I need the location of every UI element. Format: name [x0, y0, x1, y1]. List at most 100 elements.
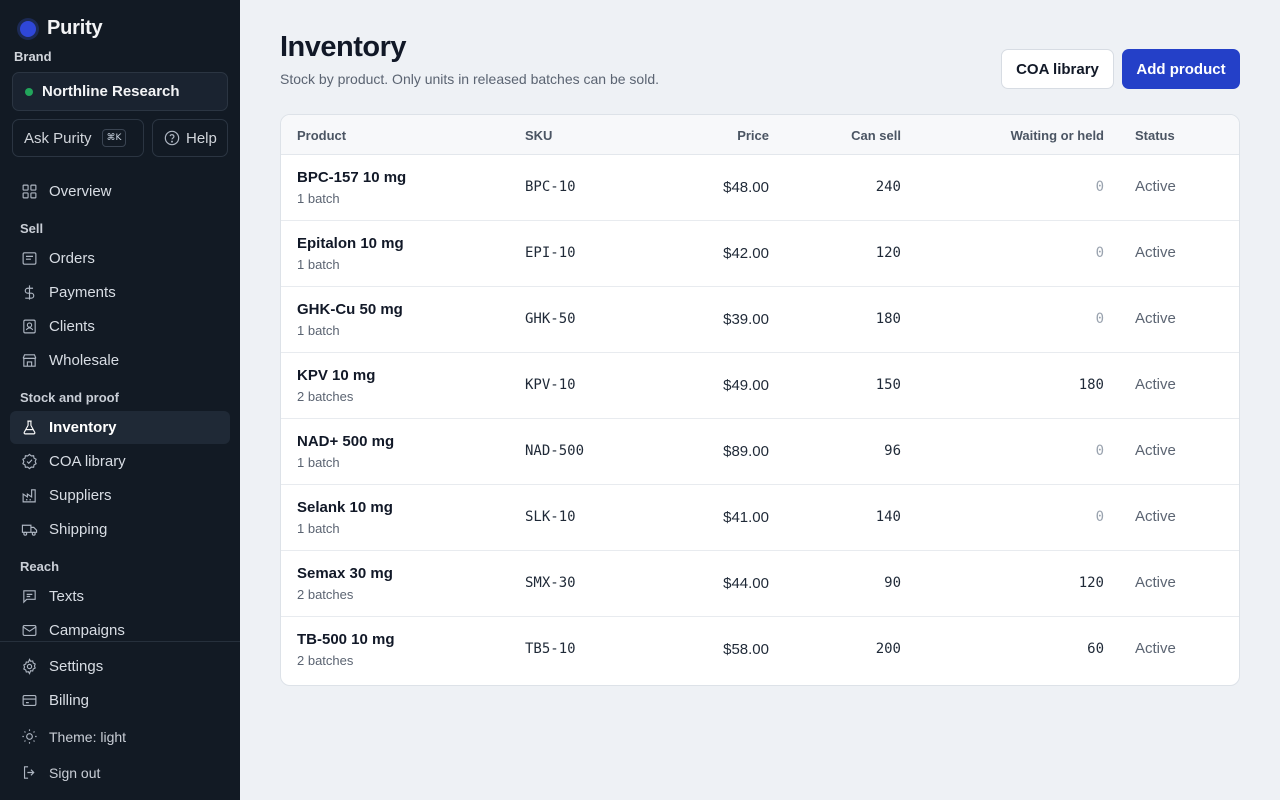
brand-name: Northline Research — [42, 83, 180, 100]
sku-value: BPC-10 — [525, 179, 576, 195]
nav-campaigns[interactable]: Campaigns — [10, 614, 230, 647]
batch-count: 2 batches — [297, 587, 354, 602]
sku-value: EPI-10 — [525, 245, 576, 261]
status-badge: Active — [1135, 574, 1176, 591]
status-badge: Active — [1135, 442, 1176, 459]
logo-mark-icon — [20, 20, 36, 37]
sign-out-label: Sign out — [49, 764, 101, 781]
nav-suppliers[interactable]: Suppliers — [10, 479, 230, 512]
table-row[interactable]: KPV 10 mg 2 batches KPV-10 $49.00 150 18… — [281, 353, 1239, 419]
held-value: 60 — [1087, 641, 1104, 657]
status-badge: Active — [1135, 178, 1176, 195]
nav-orders[interactable]: Orders — [10, 242, 230, 275]
sign-out-button[interactable]: Sign out — [10, 756, 230, 789]
help-circle-icon — [164, 130, 180, 146]
table-row[interactable]: BPC-157 10 mg 1 batch BPC-10 $48.00 240 … — [281, 155, 1239, 221]
product-name: Semax 30 mg — [297, 565, 393, 582]
nav-billing[interactable]: Billing — [10, 684, 230, 717]
nav-shipping[interactable]: Shipping — [10, 513, 230, 546]
coa-library-button[interactable]: COA library — [1001, 49, 1114, 89]
table-row[interactable]: TB-500 10 mg 2 batches TB5-10 $58.00 200… — [281, 617, 1239, 683]
brand-label: Brand — [14, 49, 52, 64]
ask-purity-button[interactable]: Ask Purity ⌘K — [12, 119, 144, 157]
table-row[interactable]: Semax 30 mg 2 batches SMX-30 $44.00 90 1… — [281, 551, 1239, 617]
theme-toggle[interactable]: Theme: light — [10, 720, 230, 753]
page-title: Inventory — [280, 31, 407, 63]
column-header-sku[interactable]: SKU — [525, 128, 553, 143]
table-header: Product SKU Price Can sell Waiting or he… — [281, 115, 1239, 155]
column-header-status[interactable]: Status — [1135, 128, 1175, 143]
product-name: Epitalon 10 mg — [297, 235, 404, 252]
help-label: Help — [186, 129, 217, 147]
price-value: $49.00 — [723, 377, 769, 394]
batch-count: 1 batch — [297, 455, 340, 470]
log-out-icon — [20, 764, 38, 782]
app-logo[interactable]: Purity — [20, 17, 103, 40]
nav-inventory-label: Inventory — [49, 419, 117, 436]
batch-count: 1 batch — [297, 521, 340, 536]
can-sell-value: 150 — [875, 377, 901, 393]
batch-count: 1 batch — [297, 191, 340, 206]
column-header-can-sell[interactable]: Can sell — [851, 128, 901, 143]
sku-value: KPV-10 — [525, 377, 576, 393]
held-value: 120 — [1078, 575, 1104, 591]
nav-settings[interactable]: Settings — [10, 650, 230, 683]
credit-card-icon — [20, 692, 38, 710]
page-subtitle: Stock by product. Only units in released… — [280, 71, 659, 87]
nav-overview[interactable]: Overview — [10, 175, 230, 208]
column-header-waiting-held[interactable]: Waiting or held — [1010, 128, 1104, 143]
price-value: $89.00 — [723, 443, 769, 460]
help-button[interactable]: Help — [152, 119, 228, 157]
ask-purity-label: Ask Purity — [24, 129, 92, 147]
can-sell-value: 120 — [875, 245, 901, 261]
nav-overview-label: Overview — [49, 183, 112, 200]
nav-orders-label: Orders — [49, 250, 95, 267]
contact-card-icon — [20, 318, 38, 336]
held-value: 0 — [1095, 311, 1104, 327]
add-product-button[interactable]: Add product — [1122, 49, 1240, 89]
column-header-product[interactable]: Product — [297, 128, 347, 143]
nav-inventory[interactable]: Inventory — [10, 411, 230, 444]
table-row[interactable]: Selank 10 mg 1 batch SLK-10 $41.00 140 0… — [281, 485, 1239, 551]
product-name: KPV 10 mg — [297, 367, 376, 384]
nav-billing-label: Billing — [49, 692, 90, 709]
held-value: 180 — [1078, 377, 1104, 393]
sun-icon — [20, 728, 38, 746]
store-icon — [20, 352, 38, 370]
nav-texts[interactable]: Texts — [10, 580, 230, 613]
held-value: 0 — [1095, 245, 1104, 261]
product-name: BPC-157 10 mg — [297, 169, 407, 186]
table-row[interactable]: Epitalon 10 mg 1 batch EPI-10 $42.00 120… — [281, 221, 1239, 287]
batch-count: 2 batches — [297, 653, 354, 668]
brand-selector[interactable]: Northline Research — [12, 72, 228, 111]
sku-value: TB5-10 — [525, 641, 576, 657]
can-sell-value: 200 — [875, 641, 901, 657]
product-name: GHK-Cu 50 mg — [297, 301, 403, 318]
price-value: $41.00 — [723, 509, 769, 526]
section-stock: Stock and proof — [20, 390, 119, 405]
column-header-price[interactable]: Price — [737, 128, 769, 143]
nav-clients[interactable]: Clients — [10, 310, 230, 343]
status-badge: Active — [1135, 640, 1176, 657]
can-sell-value: 240 — [875, 179, 901, 195]
sku-value: GHK-50 — [525, 311, 576, 327]
status-badge: Active — [1135, 508, 1176, 525]
sidebar-divider — [0, 641, 240, 642]
table-row[interactable]: GHK-Cu 50 mg 1 batch GHK-50 $39.00 180 0… — [281, 287, 1239, 353]
sku-value: SLK-10 — [525, 509, 576, 525]
nav-coa-library[interactable]: COA library — [10, 445, 230, 478]
batch-count: 1 batch — [297, 323, 340, 338]
nav-wholesale[interactable]: Wholesale — [10, 344, 230, 377]
nav-payments-label: Payments — [49, 284, 116, 301]
price-value: $48.00 — [723, 179, 769, 196]
nav-payments[interactable]: Payments — [10, 276, 230, 309]
held-value: 0 — [1095, 509, 1104, 525]
can-sell-value: 96 — [884, 443, 901, 459]
nav-shipping-label: Shipping — [49, 521, 108, 538]
grid-icon — [20, 183, 38, 201]
sku-value: NAD-500 — [525, 443, 585, 459]
product-name: NAD+ 500 mg — [297, 433, 395, 450]
held-value: 0 — [1095, 179, 1104, 195]
table-row[interactable]: NAD+ 500 mg 1 batch NAD-500 $89.00 96 0 … — [281, 419, 1239, 485]
nav-clients-label: Clients — [49, 318, 95, 335]
